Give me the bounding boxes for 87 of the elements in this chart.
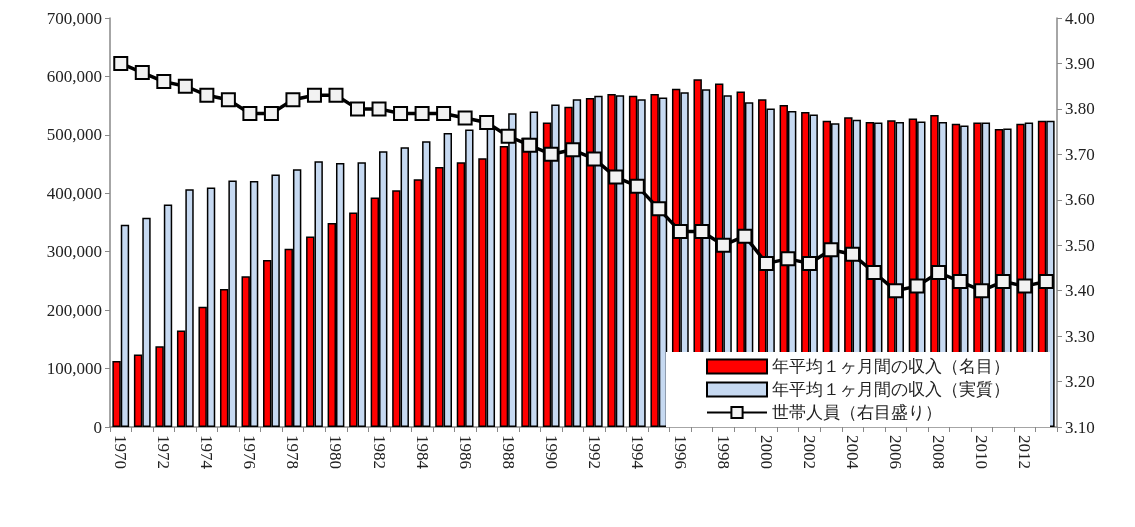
point <box>845 246 861 262</box>
point <box>393 105 409 121</box>
x-tick-label: 1976 <box>240 435 260 469</box>
point <box>263 105 279 121</box>
point <box>457 110 473 126</box>
point <box>543 146 559 162</box>
x-tick-label: 2004 <box>843 435 863 470</box>
point <box>909 278 925 294</box>
point <box>608 169 624 185</box>
point <box>995 274 1011 290</box>
point <box>780 251 796 267</box>
x-tick-label: 1978 <box>283 435 303 469</box>
y-tick-label: 0 <box>93 417 102 437</box>
y-tick-label: 200,000 <box>46 300 102 320</box>
point <box>328 87 344 103</box>
point <box>242 105 258 121</box>
point <box>156 74 172 90</box>
y2-tick-label: 3.70 <box>1065 144 1095 164</box>
y-tick-label: 500,000 <box>46 125 102 145</box>
point <box>801 255 817 271</box>
point <box>694 224 710 240</box>
x-tick-label: 1992 <box>584 435 604 469</box>
point <box>113 55 129 71</box>
point <box>823 242 839 258</box>
point <box>1038 274 1054 290</box>
y2-tick-label: 4.00 <box>1065 8 1095 28</box>
x-tick-label: 1990 <box>541 435 561 469</box>
y-tick-label: 300,000 <box>46 242 102 262</box>
x-tick-label: 1974 <box>197 435 217 470</box>
x-tick-label: 1984 <box>412 435 432 470</box>
x-tick-label: 1996 <box>670 435 690 469</box>
point <box>737 228 753 244</box>
y2-tick-label: 3.30 <box>1065 326 1095 346</box>
x-tick-label: 1986 <box>455 435 475 469</box>
x-tick-label: 2002 <box>799 435 819 469</box>
x-tick-label: 1998 <box>713 435 733 469</box>
x-tick-label: 1988 <box>498 435 518 469</box>
point <box>952 274 968 290</box>
point <box>974 283 990 299</box>
point <box>177 78 193 94</box>
y2-tick-label: 3.20 <box>1065 372 1095 392</box>
point <box>199 87 215 103</box>
point <box>414 105 430 121</box>
point <box>479 115 495 131</box>
point <box>436 105 452 121</box>
point <box>672 224 688 240</box>
x-tick-label: 2006 <box>886 435 906 469</box>
y2-tick-label: 3.50 <box>1065 235 1095 255</box>
legend-label: 年平均１ヶ月間の収入（実質） <box>772 380 1010 399</box>
y-tick-label: 400,000 <box>46 183 102 203</box>
point <box>629 178 645 194</box>
x-tick-label: 1994 <box>627 435 647 470</box>
point <box>931 264 947 280</box>
point <box>350 101 366 117</box>
y-tick-label: 700,000 <box>46 8 102 28</box>
x-tick-label: 2012 <box>1015 435 1035 469</box>
point <box>715 237 731 253</box>
point <box>500 128 516 144</box>
x-tick-label: 1980 <box>326 435 346 469</box>
point <box>522 137 538 153</box>
x-tick-label: 2010 <box>972 435 992 469</box>
point <box>866 264 882 280</box>
point <box>586 151 602 167</box>
y-tick-label: 100,000 <box>46 359 102 379</box>
point <box>220 92 236 108</box>
point <box>565 142 581 158</box>
legend-label: 年平均１ヶ月間の収入（名目） <box>772 357 1010 376</box>
y2-tick-label: 3.40 <box>1065 281 1095 301</box>
x-tick-label: 1982 <box>369 435 389 469</box>
x-tick-label: 1972 <box>154 435 174 469</box>
y2-tick-label: 3.80 <box>1065 99 1095 119</box>
point <box>306 87 322 103</box>
point <box>888 283 904 299</box>
y-tick-label: 600,000 <box>46 66 102 86</box>
x-tick-label: 2008 <box>929 435 949 469</box>
y2-tick-label: 3.60 <box>1065 190 1095 210</box>
point <box>758 255 774 271</box>
y2-tick-label: 3.10 <box>1065 417 1095 437</box>
point <box>371 101 387 117</box>
x-tick-label: 2000 <box>756 435 776 469</box>
point <box>1017 278 1033 294</box>
legend-label: 世帯人員（右目盛り） <box>772 403 942 422</box>
point <box>285 92 301 108</box>
point <box>651 201 667 217</box>
y2-tick-label: 3.90 <box>1065 53 1095 73</box>
point <box>134 65 150 81</box>
x-tick-label: 1970 <box>111 435 131 469</box>
